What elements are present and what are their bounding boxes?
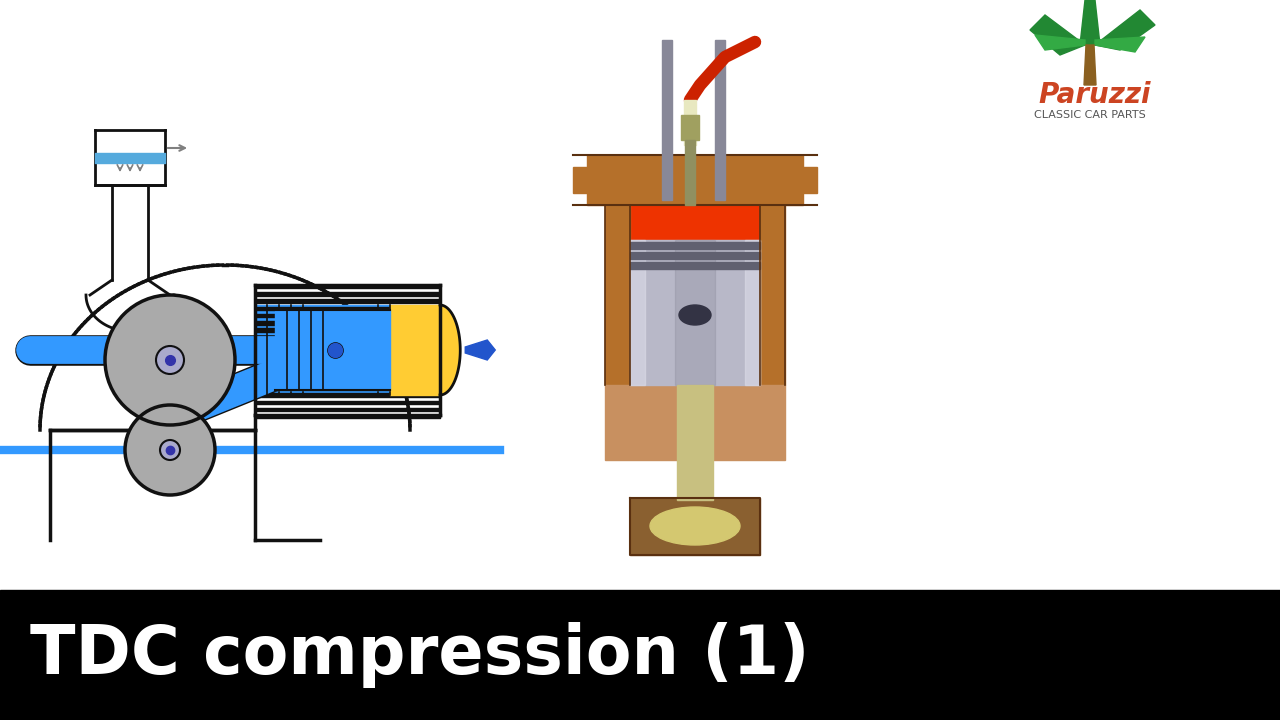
Circle shape <box>156 346 184 374</box>
Polygon shape <box>716 40 724 200</box>
Polygon shape <box>573 167 588 193</box>
Ellipse shape <box>650 507 740 545</box>
Polygon shape <box>803 167 817 193</box>
Polygon shape <box>605 385 785 460</box>
Polygon shape <box>465 340 495 360</box>
Text: Paruzzi: Paruzzi <box>1039 81 1151 109</box>
Ellipse shape <box>678 305 710 325</box>
Text: TDC compression (1): TDC compression (1) <box>29 622 809 688</box>
Polygon shape <box>630 262 760 269</box>
Polygon shape <box>1094 10 1155 50</box>
Polygon shape <box>681 115 699 140</box>
Polygon shape <box>440 305 461 395</box>
Polygon shape <box>0 590 1280 720</box>
Polygon shape <box>630 205 760 240</box>
Circle shape <box>125 405 215 495</box>
Polygon shape <box>630 242 760 249</box>
Polygon shape <box>745 240 760 385</box>
Polygon shape <box>1084 45 1096 85</box>
Polygon shape <box>1080 0 1100 45</box>
Polygon shape <box>588 155 803 205</box>
Polygon shape <box>1094 37 1146 52</box>
Polygon shape <box>605 205 630 385</box>
Polygon shape <box>684 100 696 145</box>
Polygon shape <box>662 40 672 200</box>
Text: CLASSIC CAR PARTS: CLASSIC CAR PARTS <box>1034 110 1146 120</box>
Polygon shape <box>760 205 785 385</box>
Polygon shape <box>630 252 760 259</box>
Polygon shape <box>630 240 645 385</box>
Polygon shape <box>1036 35 1085 50</box>
Polygon shape <box>675 240 716 385</box>
Circle shape <box>105 295 236 425</box>
Circle shape <box>160 440 180 460</box>
Polygon shape <box>685 140 695 205</box>
Polygon shape <box>677 385 713 500</box>
Polygon shape <box>630 240 760 385</box>
Polygon shape <box>630 498 760 555</box>
Polygon shape <box>1030 15 1085 55</box>
